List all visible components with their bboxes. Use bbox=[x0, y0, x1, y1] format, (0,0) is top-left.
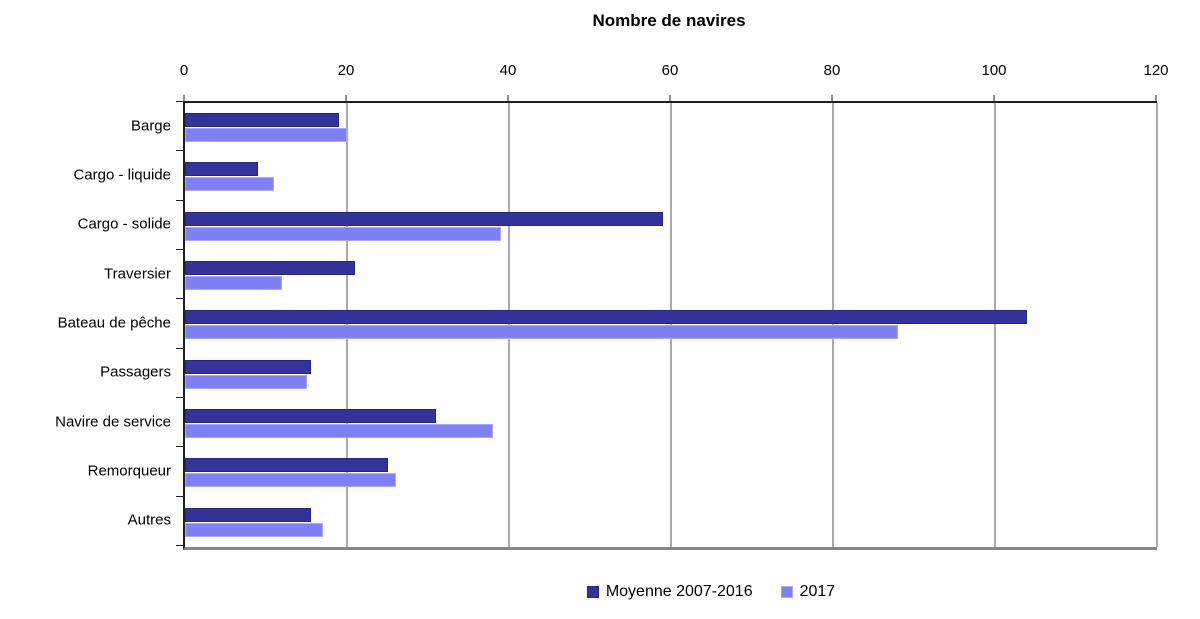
y-axis-tick-mark bbox=[176, 495, 183, 497]
gridline bbox=[508, 103, 510, 547]
bar-2017 bbox=[185, 325, 898, 340]
gridline bbox=[1156, 103, 1158, 547]
x-axis-tick-label: 60 bbox=[661, 62, 679, 79]
gridline bbox=[832, 103, 834, 547]
legend: Moyenne 2007-2016 2017 bbox=[111, 583, 1200, 601]
x-axis: 0 20 40 60 80 100 120 bbox=[180, 0, 1169, 101]
chart-title: Nombre de navires bbox=[592, 11, 746, 30]
y-axis-tick-mark bbox=[176, 545, 183, 546]
gridline bbox=[346, 103, 348, 547]
category-row bbox=[185, 498, 1157, 547]
category-label: Remorqueur bbox=[87, 462, 171, 480]
x-axis-tick-label: 120 bbox=[1143, 62, 1169, 79]
plot-area bbox=[183, 101, 1158, 550]
bar-moyenne bbox=[185, 211, 663, 226]
category-label: Traversier bbox=[104, 265, 171, 283]
category-row bbox=[185, 399, 1157, 448]
bar-moyenne bbox=[185, 458, 388, 473]
legend-item: 2017 bbox=[780, 583, 836, 601]
category-row bbox=[185, 350, 1157, 399]
category-row bbox=[185, 152, 1157, 201]
category-label: Bateau de pêche bbox=[57, 314, 171, 332]
bar-moyenne bbox=[185, 507, 311, 522]
bar-moyenne bbox=[185, 162, 258, 177]
bar-moyenne bbox=[185, 409, 437, 424]
x-axis-tick-label: 20 bbox=[337, 62, 355, 79]
legend-label: Moyenne 2007-2016 bbox=[605, 583, 753, 600]
category-row bbox=[185, 300, 1157, 349]
y-axis-tick-mark bbox=[176, 150, 183, 152]
bar-2017 bbox=[185, 128, 347, 143]
legend-swatch bbox=[780, 586, 793, 598]
y-axis-tick-mark bbox=[176, 249, 183, 250]
x-axis-tick-label: 100 bbox=[981, 62, 1007, 79]
bar-rows bbox=[185, 103, 1157, 547]
x-axis-tick-label: 40 bbox=[499, 62, 517, 79]
category-label: Navire de service bbox=[55, 413, 171, 431]
x-axis-tick-mark bbox=[507, 95, 509, 101]
bar-2017 bbox=[185, 473, 396, 488]
category-label: Passagers bbox=[100, 363, 171, 381]
y-axis-tick-mark bbox=[176, 101, 183, 102]
y-axis-tick-mark bbox=[176, 446, 183, 448]
category-label: Cargo - liquide bbox=[73, 166, 171, 184]
category-row bbox=[185, 251, 1157, 300]
legend-swatch bbox=[586, 586, 599, 598]
x-axis-tick-mark bbox=[831, 95, 833, 101]
y-axis-tick-mark bbox=[176, 347, 183, 349]
x-axis-tick-mark bbox=[993, 95, 995, 101]
y-axis-category-labels: Barge Cargo - liquide Cargo - solide Traver… bbox=[0, 101, 171, 545]
y-axis-tick-mark bbox=[176, 199, 183, 201]
x-axis-tick-mark bbox=[669, 95, 671, 101]
y-axis-tick-mark bbox=[176, 397, 183, 398]
category-label: Autres bbox=[127, 511, 171, 529]
bar-moyenne bbox=[185, 359, 311, 374]
y-axis-tick-mark bbox=[176, 298, 183, 300]
x-axis-tick-mark bbox=[1155, 95, 1157, 101]
category-row bbox=[185, 202, 1157, 251]
category-row bbox=[185, 448, 1157, 497]
bar-2017 bbox=[185, 424, 493, 439]
category-label: Barge bbox=[130, 117, 171, 135]
x-axis-tick-label: 80 bbox=[823, 62, 841, 79]
bar-2017 bbox=[185, 226, 501, 241]
bar-moyenne bbox=[185, 310, 1028, 325]
bar-moyenne bbox=[185, 261, 356, 276]
x-axis-tick-mark bbox=[345, 95, 347, 101]
category-row bbox=[185, 103, 1157, 152]
x-axis-tick-mark bbox=[183, 95, 185, 101]
gridline bbox=[670, 103, 672, 547]
gridline bbox=[994, 103, 996, 547]
bar-2017 bbox=[185, 177, 275, 192]
bar-2017 bbox=[185, 374, 307, 389]
bar-2017 bbox=[185, 522, 323, 537]
category-label: Cargo - solide bbox=[77, 215, 171, 233]
legend-item: Moyenne 2007-2016 bbox=[586, 583, 753, 601]
x-axis-tick-label: 0 bbox=[179, 62, 189, 79]
legend-label: 2017 bbox=[799, 583, 836, 600]
bar-moyenne bbox=[185, 113, 339, 128]
bar-2017 bbox=[185, 276, 283, 291]
